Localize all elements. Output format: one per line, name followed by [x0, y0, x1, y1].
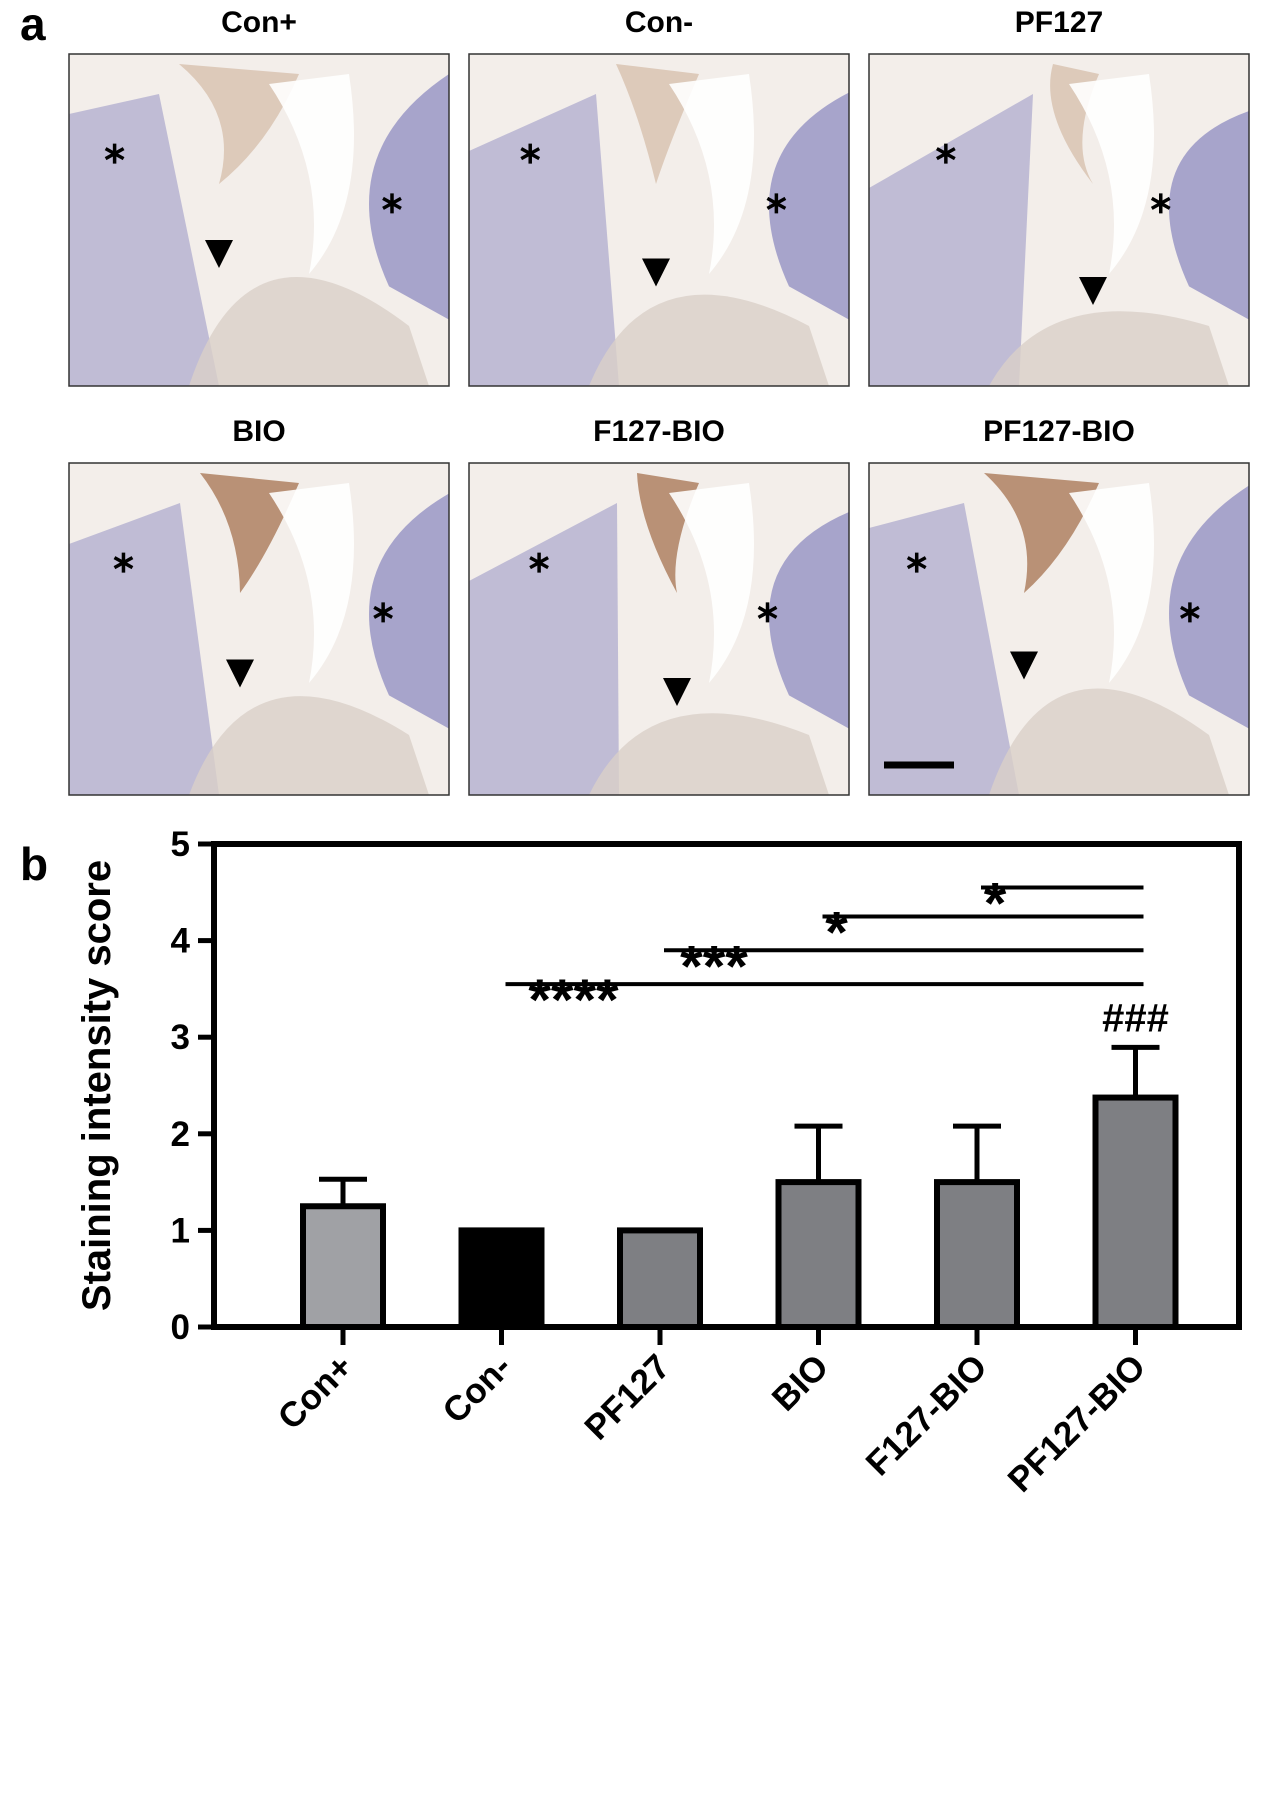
image-title: PF127-BIO: [983, 415, 1135, 448]
gap-region: [269, 74, 354, 274]
bar: [300, 1203, 386, 1330]
histology-image: [468, 53, 850, 387]
arrowhead-marker: [1079, 277, 1107, 305]
asterisk-marker: [1150, 193, 1171, 214]
y-tick-label: 1: [171, 1211, 190, 1250]
image-title: F127-BIO: [593, 415, 725, 448]
cartilage-region: [369, 493, 449, 729]
stain-region: [984, 473, 1099, 593]
histology-image: [68, 53, 450, 387]
cartilage-region: [769, 512, 849, 729]
gap-region: [669, 483, 754, 683]
histology-image: [868, 462, 1250, 796]
point-annotation: ###: [1102, 996, 1169, 1040]
gap-region: [269, 483, 354, 683]
stain-region: [200, 473, 299, 593]
bar: [617, 1227, 703, 1331]
asterisk-marker: [382, 193, 402, 214]
histology-image: [468, 462, 850, 796]
histology-image: [868, 53, 1250, 387]
histology-image: [68, 462, 450, 796]
image-title: PF127: [1015, 6, 1103, 39]
bone-region: [69, 94, 219, 386]
x-tick-label: F127-BIO: [858, 1347, 994, 1483]
significance-label: *: [825, 900, 848, 965]
significance-label: ***: [680, 934, 748, 999]
asterisk-marker: [906, 552, 927, 573]
stain-region: [179, 64, 299, 184]
arrowhead-marker: [226, 659, 254, 688]
image-title: Con-: [625, 6, 693, 39]
tissue-region: [589, 713, 829, 795]
image-border: [468, 53, 850, 387]
bone-region: [69, 503, 219, 795]
image-border: [868, 53, 1250, 387]
asterisk-marker: [113, 552, 134, 573]
x-tick-label: Con-: [435, 1347, 519, 1431]
image-border: [68, 53, 450, 387]
significance-label: *: [984, 871, 1007, 936]
tissue-region: [989, 311, 1229, 386]
image-title: Con+: [221, 6, 297, 39]
y-tick-label: 5: [171, 825, 190, 864]
tissue-region: [589, 294, 829, 386]
gap-region: [1069, 74, 1154, 274]
y-tick-label: 3: [171, 1018, 190, 1057]
image-title: BIO: [232, 415, 285, 448]
cartilage-region: [1169, 485, 1249, 729]
image-border: [468, 462, 850, 796]
arrowhead-marker: [1010, 651, 1038, 680]
tissue-region: [189, 277, 429, 386]
y-tick-label: 0: [171, 1308, 190, 1347]
gap-region: [1069, 483, 1154, 683]
gap-region: [669, 74, 754, 274]
y-axis-label: Staining intensity score: [75, 860, 119, 1311]
panel-label: a: [20, 0, 46, 50]
cartilage-region: [369, 74, 449, 320]
x-tick-label: BIO: [765, 1347, 837, 1419]
cartilage-region: [769, 92, 849, 320]
x-tick-label: PF127: [577, 1347, 677, 1447]
x-tick-label: PF127-BIO: [1000, 1347, 1153, 1500]
image-border: [868, 462, 1250, 796]
bar: [458, 1227, 545, 1331]
y-tick-label: 4: [171, 922, 191, 961]
significance-label: ****: [528, 968, 619, 1033]
tissue-region: [989, 688, 1229, 795]
panel-label: b: [20, 838, 48, 890]
bar: [775, 1179, 862, 1330]
asterisk-marker: [766, 193, 787, 214]
x-tick-label: Con+: [271, 1347, 361, 1437]
bone-region: [469, 503, 619, 795]
asterisk-marker: [520, 143, 541, 164]
image-border: [68, 462, 450, 796]
asterisk-marker: [373, 602, 393, 623]
asterisk-marker: [104, 143, 125, 164]
tissue-region: [189, 696, 429, 795]
arrowhead-marker: [205, 240, 233, 268]
arrowhead-marker: [642, 258, 670, 287]
bone-region: [469, 94, 619, 386]
asterisk-marker: [1180, 602, 1200, 623]
bone-region: [869, 503, 1019, 795]
asterisk-marker: [757, 602, 778, 623]
bone-region: [869, 94, 1033, 386]
plot-frame: [211, 841, 1242, 1330]
bar: [934, 1179, 1020, 1330]
y-tick-label: 2: [171, 1115, 190, 1154]
asterisk-marker: [935, 143, 956, 164]
cartilage-region: [1169, 111, 1249, 320]
bar: [1092, 1094, 1179, 1330]
asterisk-marker: [529, 552, 549, 573]
arrowhead-marker: [663, 678, 691, 706]
